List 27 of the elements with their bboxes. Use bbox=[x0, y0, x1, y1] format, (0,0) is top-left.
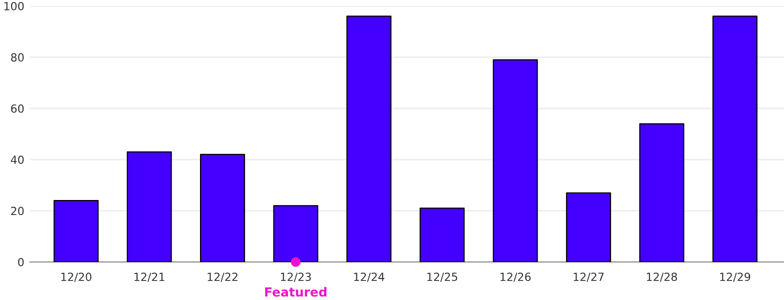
bar bbox=[273, 205, 318, 262]
bar bbox=[566, 192, 612, 262]
bar bbox=[420, 208, 465, 262]
bar bbox=[126, 151, 172, 262]
x-tick-label: 12/23 bbox=[280, 272, 311, 282]
y-tick-label: 80 bbox=[11, 53, 24, 62]
x-tick-label: 12/24 bbox=[354, 272, 384, 282]
bar bbox=[346, 16, 392, 262]
annotation: Featured bbox=[265, 287, 326, 297]
bar bbox=[200, 154, 246, 262]
bar bbox=[54, 200, 99, 262]
x-tick-label: 12/20 bbox=[61, 272, 92, 282]
y-tick-label: 0 bbox=[18, 258, 24, 266]
x-tick-label: 12/22 bbox=[208, 272, 238, 282]
bar bbox=[712, 16, 758, 262]
y-tick-label: 40 bbox=[10, 156, 24, 164]
x-tick-label: 12/26 bbox=[500, 272, 531, 282]
bar bbox=[492, 59, 538, 262]
x-tick-label: 12/27 bbox=[574, 272, 604, 282]
x-tick-label: 12/29 bbox=[720, 272, 750, 282]
y-tick-label: 100 bbox=[4, 2, 24, 10]
y-tick-label: 20 bbox=[11, 206, 24, 216]
x-tick-label: 12/28 bbox=[646, 272, 677, 282]
x-tick-label: 12/25 bbox=[427, 272, 458, 282]
bar bbox=[639, 123, 684, 262]
y-tick-label: 60 bbox=[11, 104, 24, 113]
x-tick-label: 12/21 bbox=[134, 272, 164, 282]
